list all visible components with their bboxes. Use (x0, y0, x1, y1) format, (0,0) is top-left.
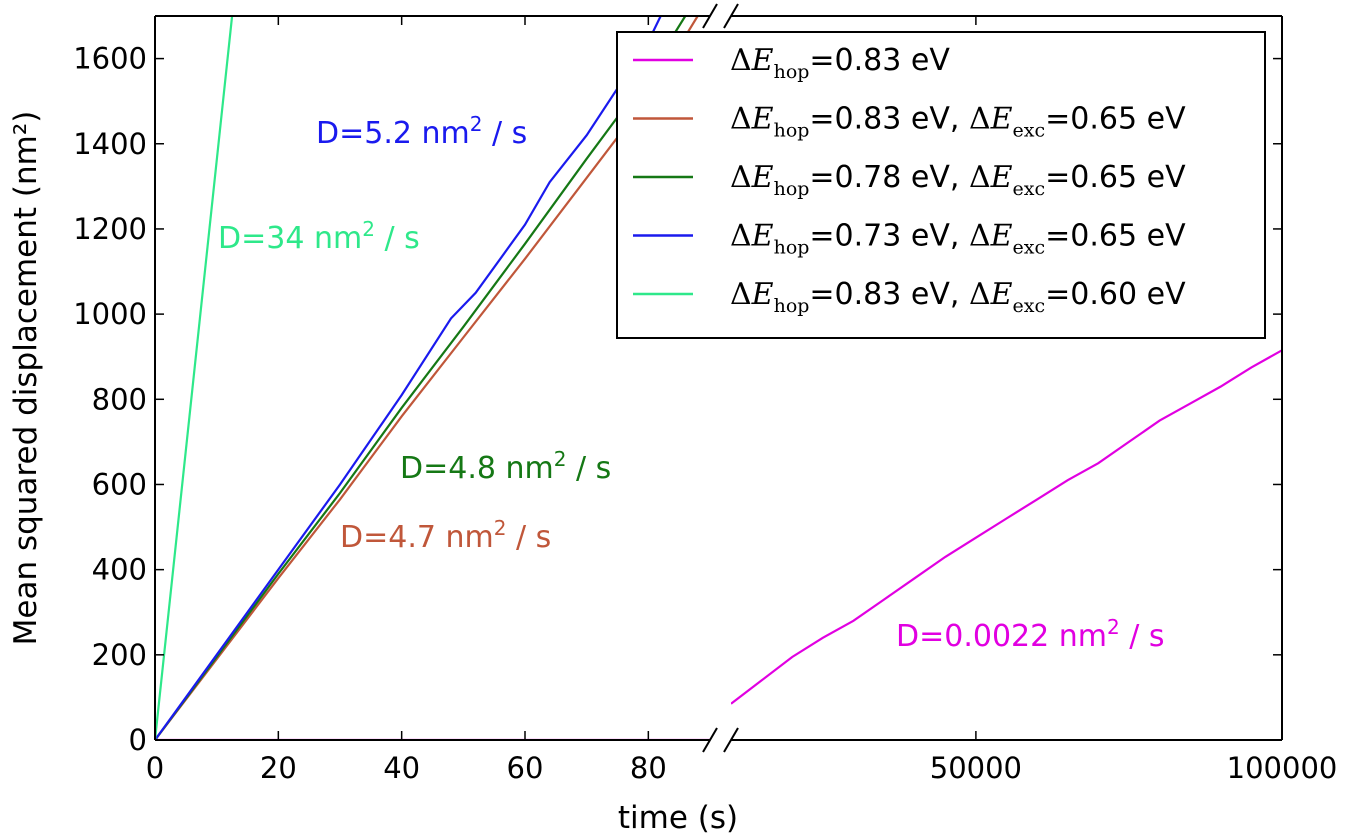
x-tick-label: 100000 (1227, 751, 1338, 785)
legend-entry: ΔEhop=0.78 eV, ΔEexc=0.65 eV (730, 160, 1186, 200)
x-tick-label: 40 (383, 751, 420, 785)
x-tick-label: 0 (146, 751, 164, 785)
series-1-line (731, 349, 1282, 705)
legend: ΔEhop=0.83 eV ΔEhop=0.83 eV, ΔEexc=0.65 e… (616, 31, 1266, 339)
legend-entry: ΔEhop=0.83 eV, ΔEexc=0.65 eV (730, 102, 1186, 142)
series-5-line (155, 16, 234, 740)
annotation-diffusion-coefficient: D=4.8 nm2 / s (400, 447, 611, 486)
y-tick-label: 1000 (73, 297, 147, 331)
y-tick-label: 1200 (73, 212, 147, 246)
x-tick-label: 60 (507, 751, 544, 785)
x-axis-label: time (s) (618, 800, 738, 836)
annotation-diffusion-coefficient: D=34 nm2 / s (218, 217, 420, 256)
axis-break-mark (723, 727, 739, 753)
y-tick-label: 400 (92, 553, 147, 587)
axis-break-mark (702, 3, 718, 29)
axis-break-mark (723, 3, 739, 29)
legend-entry: ΔEhop=0.73 eV, ΔEexc=0.65 eV (730, 219, 1186, 259)
axis-ticks: 0 200 400 600 800 1000 1200 1400 1600 0 20 40 60 80 50… (73, 16, 1337, 785)
x-tick-label: 50000 (930, 751, 1022, 785)
y-tick-label: 1400 (73, 127, 147, 161)
x-tick-label: 80 (630, 751, 667, 785)
y-tick-label: 1600 (73, 42, 147, 76)
y-tick-label: 800 (92, 382, 147, 416)
legend-entry: ΔEhop=0.83 eV (730, 43, 950, 83)
y-tick-label: 600 (92, 467, 147, 501)
x-tick-label: 20 (260, 751, 297, 785)
legend-box (616, 31, 1266, 339)
y-tick-label: 0 (129, 723, 147, 757)
y-axis-label: Mean squared displacement (nm²) (8, 111, 44, 646)
axes-frame (154, 3, 1283, 753)
annotation-diffusion-coefficient: D=5.2 nm2 / s (316, 112, 527, 151)
y-tick-label: 200 (92, 638, 147, 672)
annotation-diffusion-coefficient: D=4.7 nm2 / s (340, 516, 551, 555)
axis-labels: time (s) Mean squared displacement (nm²) (8, 111, 738, 836)
series-4-line (155, 16, 662, 740)
legend-entry: ΔEhop=0.83 eV, ΔEexc=0.60 eV (730, 277, 1186, 317)
right-panel-lines (731, 349, 1282, 705)
annotation-diffusion-coefficient: D=0.0022 nm2 / s (896, 615, 1165, 654)
annotations: D=5.2 nm2 / s D=34 nm2 / s D=4.8 nm2 / s D=… (218, 112, 1165, 654)
axis-break-mark (702, 727, 718, 753)
